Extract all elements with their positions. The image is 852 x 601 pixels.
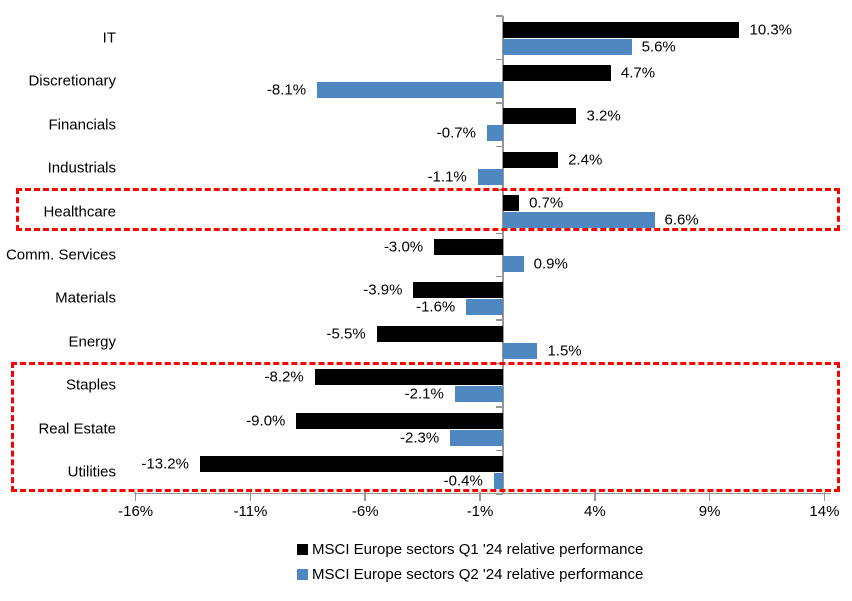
category-label: Real Estate xyxy=(38,420,116,438)
category-label: Discretionary xyxy=(28,72,116,90)
category-label: Healthcare xyxy=(43,203,116,221)
category-label: IT xyxy=(102,29,116,47)
legend-item-q1: MSCI Europe sectors Q1 '24 relative perf… xyxy=(297,537,643,562)
bar-value-label: -0.7% xyxy=(436,124,476,142)
bar-q1-healthcare xyxy=(503,195,520,212)
x-axis-tick xyxy=(134,492,137,501)
x-axis-tick xyxy=(479,492,481,501)
category-label: Comm. Services xyxy=(5,246,116,264)
bar-q1-discretionary xyxy=(503,64,611,81)
x-axis-tick-label: 4% xyxy=(583,503,606,520)
x-axis-tick xyxy=(823,492,826,501)
bar-q1-comm-services xyxy=(434,238,503,255)
bar-value-label: -0.4% xyxy=(443,472,483,490)
x-axis-tick xyxy=(708,492,711,501)
bar-value-label: 3.2% xyxy=(586,107,621,125)
bar-value-label: -3.9% xyxy=(363,281,403,299)
bar-value-label: -2.3% xyxy=(400,429,440,447)
bar-q1-materials xyxy=(413,282,503,299)
y-axis-tick xyxy=(496,15,503,17)
x-axis-tick-label: -6% xyxy=(351,503,379,520)
y-axis-tick xyxy=(496,319,503,321)
y-axis-tick xyxy=(496,102,503,104)
bar-value-label: -8.2% xyxy=(264,368,304,386)
bar-value-label: 0.7% xyxy=(529,194,564,212)
x-axis-tick xyxy=(249,492,252,501)
x-axis-tick-label: 14% xyxy=(809,503,840,520)
category-label: Energy xyxy=(68,333,116,351)
bar-value-label: 5.6% xyxy=(641,38,676,55)
bar-value-label: -8.1% xyxy=(266,81,307,99)
y-axis-line xyxy=(502,16,504,494)
category-label: Staples xyxy=(65,376,116,394)
category-label: Financials xyxy=(48,116,116,134)
bar-q1-financials xyxy=(503,108,577,125)
category-label: Utilities xyxy=(67,463,116,481)
x-axis-tick-label: 9% xyxy=(698,503,721,520)
y-axis-tick xyxy=(496,275,503,278)
bar-q2-utilities xyxy=(493,473,503,489)
bar-value-label: 10.3% xyxy=(749,21,793,38)
bar-q1-real-estate xyxy=(296,412,503,429)
legend-item-q2: MSCI Europe sectors Q2 '24 relative perf… xyxy=(297,562,643,587)
bar-q1-industrials xyxy=(503,151,559,168)
y-axis-tick xyxy=(496,145,503,148)
legend-swatch-q2-icon xyxy=(297,569,308,580)
y-axis-tick xyxy=(496,449,503,452)
bar-value-label: -2.1% xyxy=(404,385,444,403)
category-label: Materials xyxy=(55,289,116,307)
x-axis-tick xyxy=(364,492,366,501)
bar-value-label: 0.9% xyxy=(533,255,568,273)
bar-value-label: 2.4% xyxy=(568,151,603,169)
legend-swatch-q1-icon xyxy=(297,544,308,555)
y-axis-tick xyxy=(496,406,503,408)
x-axis-tick-label: -11% xyxy=(233,503,268,520)
legend: MSCI Europe sectors Q1 '24 relative perf… xyxy=(297,537,643,587)
x-axis-tick xyxy=(594,492,596,501)
bar-value-label: -3.0% xyxy=(383,238,424,256)
bar-q2-discretionary xyxy=(317,81,503,98)
y-axis-tick xyxy=(496,232,503,234)
bar-q2-financials xyxy=(486,125,503,142)
bar-q2-real-estate xyxy=(450,429,503,446)
bar-q2-healthcare xyxy=(503,212,655,229)
x-axis-line xyxy=(134,492,831,495)
bar-q1-staples xyxy=(314,369,503,386)
bar-q2-staples xyxy=(454,386,503,403)
bar-value-label: 4.7% xyxy=(620,64,656,82)
bar-q2-industrials xyxy=(477,168,503,185)
bar-value-label: -1.6% xyxy=(416,298,456,316)
healthcare-highlight-box xyxy=(16,187,840,232)
bar-value-label: -1.1% xyxy=(427,168,467,186)
bar-q2-materials xyxy=(466,299,503,316)
defensives-highlight-box xyxy=(11,361,840,492)
bar-q1-utilities xyxy=(199,456,503,472)
bar-q1-it xyxy=(503,21,740,38)
legend-label-q2: MSCI Europe sectors Q2 '24 relative perf… xyxy=(312,566,644,583)
bar-value-label: -13.2% xyxy=(141,455,189,473)
x-axis-tick-label: -16% xyxy=(118,503,154,520)
bar-value-label: -9.0% xyxy=(246,412,286,430)
bar-q1-energy xyxy=(376,325,503,342)
x-axis-tick-label: -1% xyxy=(466,503,494,520)
bar-q2-it xyxy=(503,38,632,55)
bar-q2-energy xyxy=(503,342,538,359)
bar-value-label: -5.5% xyxy=(326,325,366,343)
bar-value-label: 1.5% xyxy=(547,342,582,360)
y-axis-tick xyxy=(496,58,503,61)
bar-value-label: 6.6% xyxy=(664,211,699,229)
bar-q2-comm-services xyxy=(503,255,524,272)
category-label: Industrials xyxy=(47,159,116,177)
legend-label-q1: MSCI Europe sectors Q1 '24 relative perf… xyxy=(312,541,644,558)
